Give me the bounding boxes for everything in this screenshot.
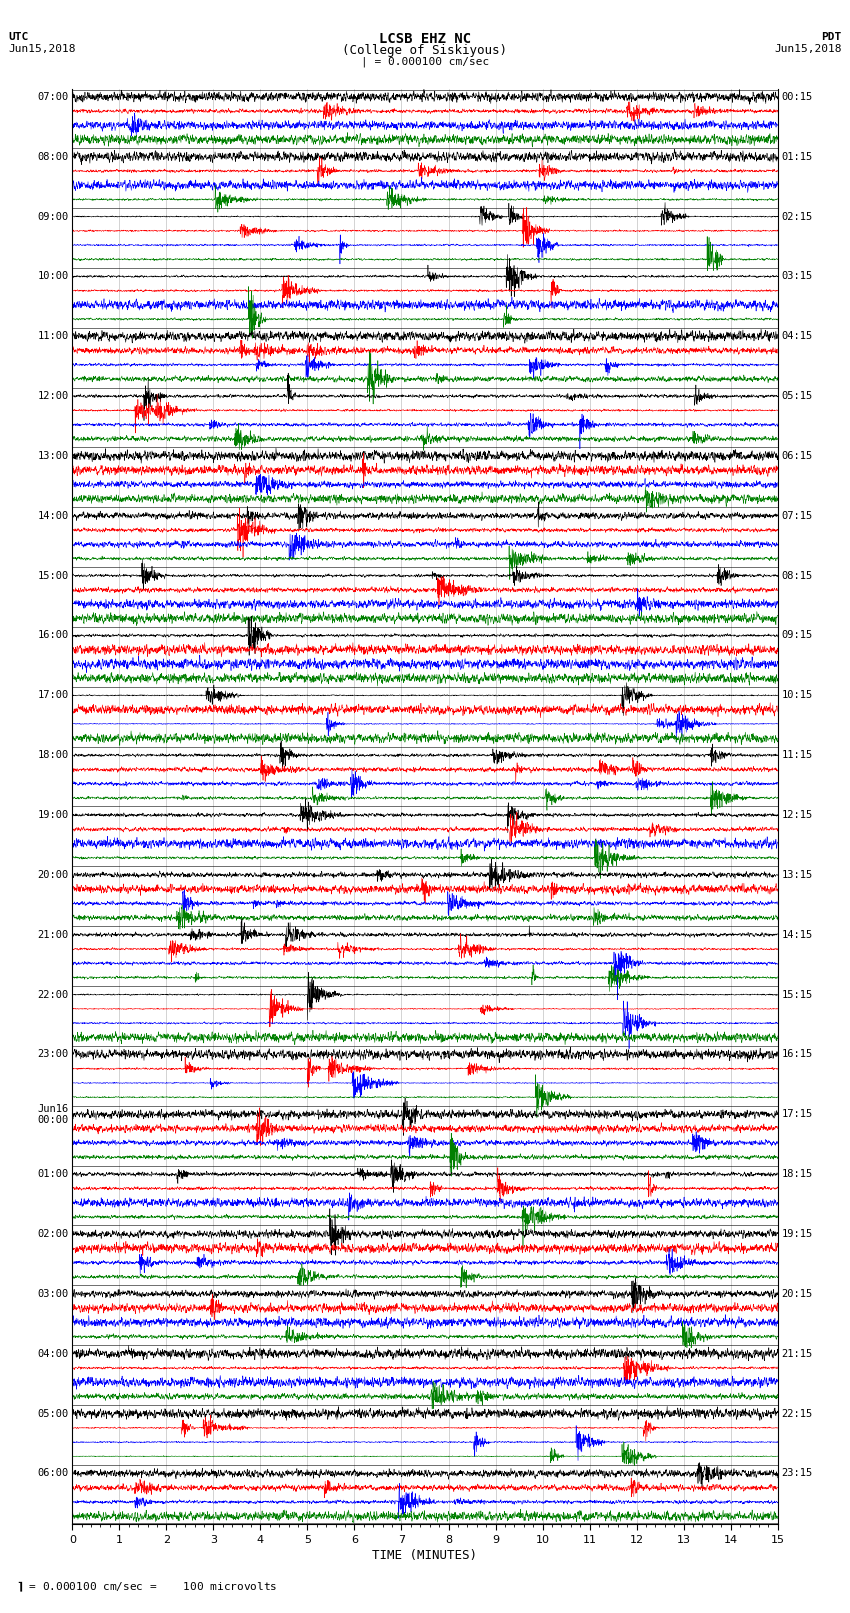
Text: 22:15: 22:15	[781, 1408, 813, 1418]
Text: | = 0.000100 cm/sec: | = 0.000100 cm/sec	[361, 56, 489, 68]
Text: 14:00: 14:00	[37, 511, 69, 521]
Text: 20:15: 20:15	[781, 1289, 813, 1298]
Text: 06:00: 06:00	[37, 1468, 69, 1479]
Text: 19:00: 19:00	[37, 810, 69, 819]
Text: 19:15: 19:15	[781, 1229, 813, 1239]
Text: 22:00: 22:00	[37, 990, 69, 1000]
Text: (College of Siskiyous): (College of Siskiyous)	[343, 44, 507, 56]
Text: 23:15: 23:15	[781, 1468, 813, 1479]
Text: 15:15: 15:15	[781, 990, 813, 1000]
Text: 10:00: 10:00	[37, 271, 69, 281]
Text: 11:15: 11:15	[781, 750, 813, 760]
Text: 21:15: 21:15	[781, 1348, 813, 1358]
Text: 13:15: 13:15	[781, 869, 813, 881]
Text: 02:00: 02:00	[37, 1229, 69, 1239]
Text: 14:15: 14:15	[781, 929, 813, 940]
Text: Jun16
00:00: Jun16 00:00	[37, 1103, 69, 1126]
Text: 09:15: 09:15	[781, 631, 813, 640]
Text: 00:15: 00:15	[781, 92, 813, 102]
Text: 07:00: 07:00	[37, 92, 69, 102]
Text: $\mathbf{\rceil}$ = 0.000100 cm/sec =    100 microvolts: $\mathbf{\rceil}$ = 0.000100 cm/sec = 10…	[17, 1579, 277, 1594]
Text: 07:15: 07:15	[781, 511, 813, 521]
Text: 21:00: 21:00	[37, 929, 69, 940]
Text: LCSB EHZ NC: LCSB EHZ NC	[379, 32, 471, 47]
Text: 03:00: 03:00	[37, 1289, 69, 1298]
Text: Jun15,2018: Jun15,2018	[8, 44, 76, 53]
Text: 08:15: 08:15	[781, 571, 813, 581]
Text: 23:00: 23:00	[37, 1050, 69, 1060]
Text: 05:00: 05:00	[37, 1408, 69, 1418]
Text: 15:00: 15:00	[37, 571, 69, 581]
Text: 12:00: 12:00	[37, 390, 69, 402]
Text: 17:00: 17:00	[37, 690, 69, 700]
Text: UTC: UTC	[8, 32, 29, 42]
Text: 01:15: 01:15	[781, 152, 813, 161]
Text: 02:15: 02:15	[781, 211, 813, 221]
Text: 20:00: 20:00	[37, 869, 69, 881]
Text: 03:15: 03:15	[781, 271, 813, 281]
Text: 16:00: 16:00	[37, 631, 69, 640]
Text: 04:00: 04:00	[37, 1348, 69, 1358]
Text: 01:00: 01:00	[37, 1169, 69, 1179]
Text: 13:00: 13:00	[37, 452, 69, 461]
Text: Jun15,2018: Jun15,2018	[774, 44, 842, 53]
Text: 18:15: 18:15	[781, 1169, 813, 1179]
X-axis label: TIME (MINUTES): TIME (MINUTES)	[372, 1548, 478, 1561]
Text: 04:15: 04:15	[781, 331, 813, 342]
Text: 12:15: 12:15	[781, 810, 813, 819]
Text: 16:15: 16:15	[781, 1050, 813, 1060]
Text: 05:15: 05:15	[781, 390, 813, 402]
Text: 06:15: 06:15	[781, 452, 813, 461]
Text: 11:00: 11:00	[37, 331, 69, 342]
Text: 08:00: 08:00	[37, 152, 69, 161]
Text: 17:15: 17:15	[781, 1110, 813, 1119]
Text: 09:00: 09:00	[37, 211, 69, 221]
Text: PDT: PDT	[821, 32, 842, 42]
Text: 18:00: 18:00	[37, 750, 69, 760]
Text: 10:15: 10:15	[781, 690, 813, 700]
